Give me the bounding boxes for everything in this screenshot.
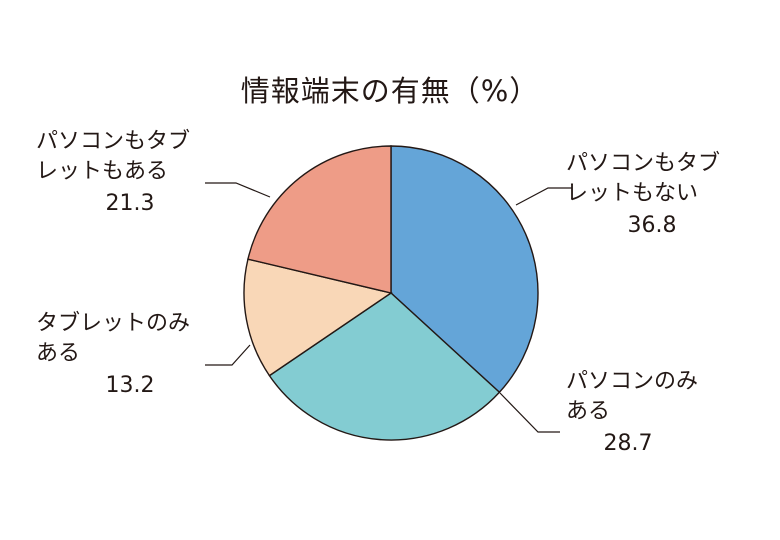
slice-value-2: 28.7 bbox=[604, 431, 653, 456]
slice-value-3: 13.2 bbox=[106, 373, 155, 398]
slice-label-2-line-1: パソコンのみ bbox=[566, 369, 698, 394]
slice-label-4-line-1: パソコンもタブ bbox=[36, 129, 190, 154]
pie-slice-1 bbox=[390, 145, 539, 394]
leader-line-2 bbox=[499, 392, 560, 433]
slice-label-1-line-2: レットもない bbox=[566, 181, 698, 206]
leader-line-3 bbox=[205, 344, 251, 366]
slice-value-1: 36.8 bbox=[628, 213, 677, 238]
chart-title: 情報端末の有無（%） bbox=[240, 74, 540, 108]
slice-label-3-line-1: タブレットのみ bbox=[36, 311, 190, 336]
slice-label-2-line-2: ある bbox=[566, 399, 610, 424]
leader-line-4 bbox=[205, 182, 271, 198]
leader-line-1 bbox=[515, 187, 572, 206]
slice-label-4-line-2: レットもある bbox=[36, 159, 168, 184]
slice-value-4: 21.3 bbox=[106, 191, 155, 216]
pie-slice-4 bbox=[247, 145, 392, 294]
slice-label-1-line-1: パソコンもタブ bbox=[566, 151, 720, 176]
pie-slice-2 bbox=[268, 292, 501, 441]
pie-slice-3 bbox=[243, 258, 393, 377]
slice-label-3-line-2: ある bbox=[36, 341, 80, 366]
